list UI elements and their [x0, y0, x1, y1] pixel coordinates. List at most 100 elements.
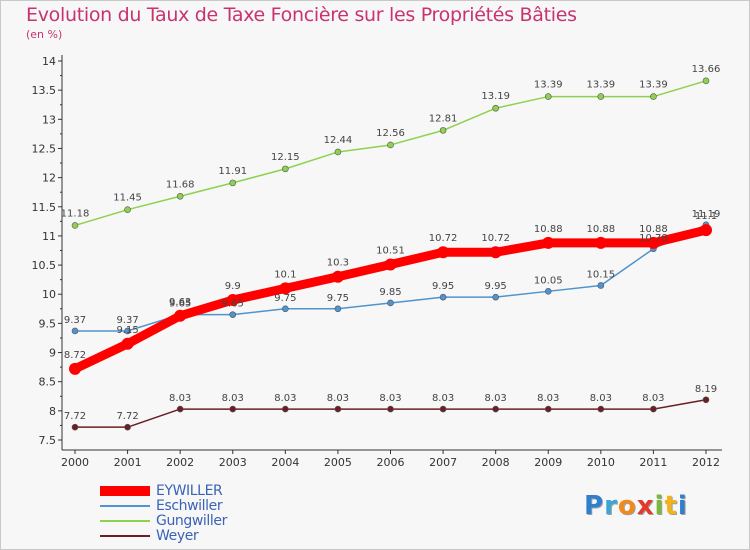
- data-label: 8.03: [485, 393, 507, 404]
- data-point: [124, 423, 131, 431]
- data-label: 8.03: [379, 393, 401, 404]
- data-label: 10.88: [534, 224, 563, 235]
- data-point: [331, 270, 344, 283]
- data-label: 9.37: [64, 315, 86, 326]
- y-tick-label: 11.5: [32, 201, 57, 214]
- data-point: [121, 337, 134, 350]
- y-tick-label: 8.5: [39, 376, 57, 389]
- legend-swatch: [100, 505, 150, 507]
- data-point: [650, 93, 657, 100]
- data-point: [384, 258, 397, 271]
- data-label: 13.66: [692, 64, 721, 75]
- data-label: 8.03: [327, 393, 349, 404]
- data-label: 12.15: [271, 152, 300, 163]
- data-point: [387, 141, 394, 149]
- data-label: 9.75: [327, 293, 349, 304]
- data-point: [439, 293, 447, 301]
- y-tick-label: 13: [42, 113, 56, 126]
- series-weyer: [71, 396, 710, 431]
- y-tick-label: 11: [42, 230, 56, 243]
- series-layer: [69, 77, 712, 431]
- proxiti-logo: Proxiti: [584, 491, 688, 521]
- data-point: [544, 93, 552, 100]
- y-tick-label: 13.5: [32, 84, 57, 97]
- data-label: 9.75: [274, 293, 296, 304]
- data-point: [124, 206, 131, 213]
- series-eywiller: [69, 224, 712, 375]
- x-tick-label: 2005: [324, 456, 352, 469]
- y-tick-label: 12: [42, 172, 56, 185]
- data-point: [492, 405, 499, 413]
- data-label: 12.81: [429, 113, 458, 124]
- y-tick-label: 10: [42, 288, 56, 301]
- legend-swatch: [100, 520, 150, 522]
- data-point: [282, 165, 289, 173]
- data-label: 12.44: [324, 135, 353, 146]
- data-label: 9.85: [379, 287, 401, 298]
- data-point: [542, 236, 555, 249]
- data-point: [492, 104, 499, 112]
- y-tick-label: 10.5: [32, 259, 57, 272]
- data-point: [597, 405, 605, 413]
- data-label: 7.72: [64, 411, 86, 422]
- data-label: 11.45: [113, 193, 142, 204]
- x-tick-label: 2001: [114, 456, 142, 469]
- data-label: 11.19: [692, 209, 721, 220]
- data-label: 8.03: [537, 393, 559, 404]
- data-label: 10.88: [587, 224, 616, 235]
- data-label: 8.03: [169, 393, 191, 404]
- data-point: [647, 236, 660, 249]
- data-label: 10.15: [587, 269, 616, 280]
- y-tick-label: 12.5: [32, 142, 57, 155]
- data-point: [387, 299, 394, 307]
- data-point: [174, 309, 187, 322]
- data-point: [334, 405, 342, 413]
- data-labels-layer: 7.72 7.72 8.03 8.03 8.03 8.03 8.03 8.03 8.03 8.03…: [61, 64, 721, 422]
- legend-label: Weyer: [156, 528, 199, 544]
- y-tick-label: 9: [49, 347, 56, 360]
- data-label: 11.91: [218, 166, 247, 177]
- data-label: 10.3: [327, 258, 349, 269]
- data-point: [229, 179, 237, 187]
- data-point: [282, 405, 289, 413]
- y-tick-label: 8: [49, 405, 56, 418]
- data-point: [334, 305, 342, 313]
- data-label: 8.03: [642, 393, 664, 404]
- data-label: 9.65: [222, 299, 244, 310]
- data-label: 13.39: [587, 80, 616, 91]
- axes: 7.5 8 8.5 9 9.5 10 10.5 11 11.5 12 12.5 13 13.5 14 200…: [32, 55, 722, 469]
- data-label: 8.19: [695, 384, 717, 395]
- x-tick-label: 2012: [692, 456, 720, 469]
- y-tick-label: 7.5: [39, 434, 57, 447]
- legend-label: Eschwiller: [156, 498, 223, 514]
- data-label: 10.51: [376, 245, 405, 256]
- data-point: [282, 305, 289, 313]
- data-point: [544, 405, 552, 413]
- data-label: 9.15: [116, 325, 138, 336]
- legend-swatch: [100, 486, 150, 496]
- data-label: 11.1: [695, 211, 717, 222]
- legend-label: EYWILLER: [156, 483, 223, 499]
- data-point: [334, 148, 342, 156]
- data-label: 9.95: [485, 281, 507, 292]
- data-label: 13.39: [639, 80, 668, 91]
- data-label: 8.72: [64, 350, 86, 361]
- x-tick-label: 2006: [377, 456, 405, 469]
- y-tick-label: 14: [42, 55, 56, 68]
- data-point: [489, 246, 502, 259]
- data-point: [226, 294, 239, 307]
- data-label: 10.72: [481, 233, 510, 244]
- data-label: 8.03: [222, 393, 244, 404]
- x-tick-label: 2000: [61, 456, 89, 469]
- legend-label: Gungwiller: [156, 513, 227, 529]
- data-point: [544, 288, 552, 295]
- x-tick-label: 2002: [166, 456, 194, 469]
- x-tick-label: 2007: [429, 456, 457, 469]
- data-label: 11.68: [166, 179, 195, 190]
- data-point: [439, 405, 447, 413]
- data-point: [69, 362, 81, 375]
- data-point: [700, 224, 712, 237]
- chart-subtitle: (en %): [26, 28, 63, 41]
- data-label: 13.39: [534, 80, 563, 91]
- data-label: 8.03: [274, 393, 296, 404]
